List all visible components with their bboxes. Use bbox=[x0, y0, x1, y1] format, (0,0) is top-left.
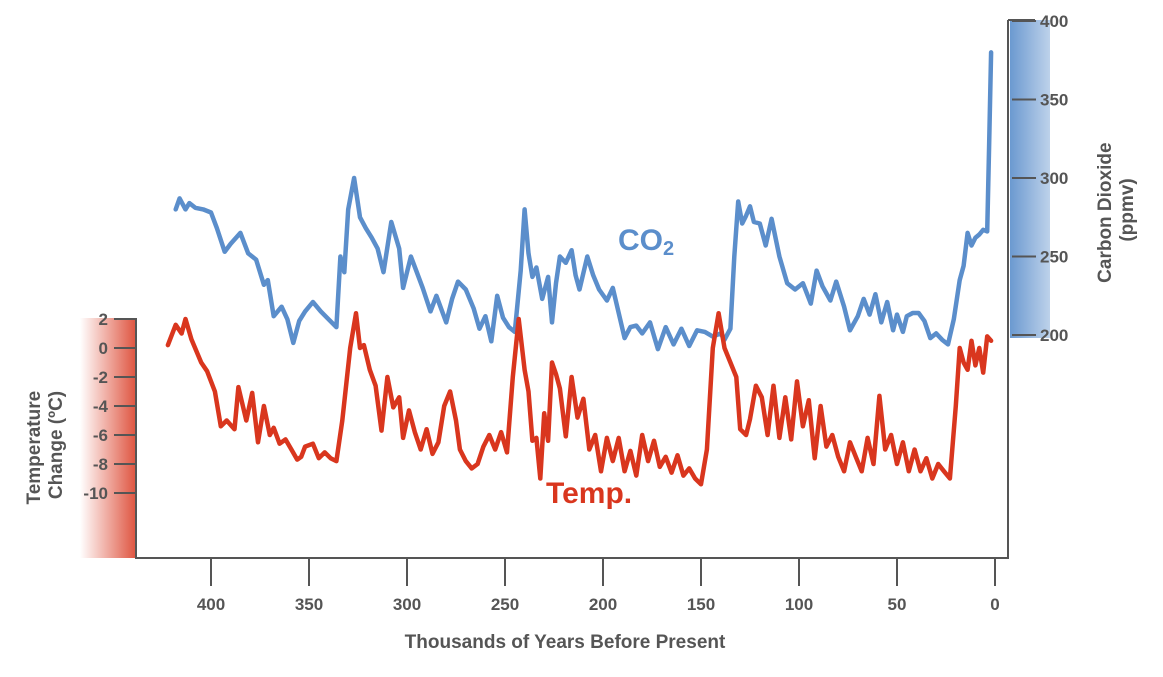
x-tick-label: 300 bbox=[393, 595, 421, 614]
co2-label-main: CO bbox=[618, 224, 663, 257]
co2-series-line bbox=[173, 50, 994, 352]
temperature-axis-band bbox=[80, 318, 136, 558]
right-tick-label: 250 bbox=[1040, 248, 1068, 267]
right-tick-label: 200 bbox=[1040, 326, 1068, 345]
x-tick-label: 400 bbox=[197, 595, 225, 614]
x-tick-label: 0 bbox=[990, 595, 999, 614]
temperature-series-line bbox=[165, 310, 994, 487]
left-axis-title-line-1: Temperature bbox=[24, 391, 45, 505]
series-layer bbox=[165, 50, 994, 487]
x-tick-label: 150 bbox=[687, 595, 715, 614]
left-tick-label: 2 bbox=[99, 310, 108, 329]
chart-frame bbox=[135, 20, 1009, 559]
left-axis-title: Temperature Change (ºC) bbox=[24, 386, 67, 505]
right-axis-title: Carbon Dioxide (ppmv) bbox=[1095, 137, 1138, 283]
right-axis-title-line-1: Carbon Dioxide bbox=[1095, 142, 1116, 282]
right-tick-label: 300 bbox=[1040, 169, 1068, 188]
left-tick-label: -8 bbox=[93, 455, 108, 474]
right-axis-title-line-2: (ppmv) bbox=[1117, 178, 1138, 241]
axes: 400 350 300 250 200 150 100 50 0 2 0 -2 -4 -6 -8 -10 400… bbox=[83, 12, 1068, 614]
left-tick-label: -6 bbox=[93, 426, 108, 445]
co2-label-subscript: 2 bbox=[663, 238, 674, 260]
right-tick-label: 350 bbox=[1040, 91, 1068, 110]
x-tick-label: 350 bbox=[295, 595, 323, 614]
left-tick-label: 0 bbox=[99, 339, 108, 358]
left-tick-label: -4 bbox=[93, 397, 109, 416]
x-tick-label: 200 bbox=[589, 595, 617, 614]
left-axis-title-line-2: Change (ºC) bbox=[46, 391, 67, 499]
x-tick-label: 100 bbox=[785, 595, 813, 614]
right-tick-label: 400 bbox=[1040, 12, 1068, 31]
left-tick-label: -2 bbox=[93, 368, 108, 387]
x-axis-title: Thousands of Years Before Present bbox=[405, 632, 726, 653]
x-tick-label: 50 bbox=[888, 595, 907, 614]
left-tick-label: -10 bbox=[83, 484, 108, 503]
temp-series-label: Temp. bbox=[546, 477, 632, 510]
co2-series-label: CO2 bbox=[618, 224, 674, 260]
x-tick-label: 250 bbox=[491, 595, 519, 614]
